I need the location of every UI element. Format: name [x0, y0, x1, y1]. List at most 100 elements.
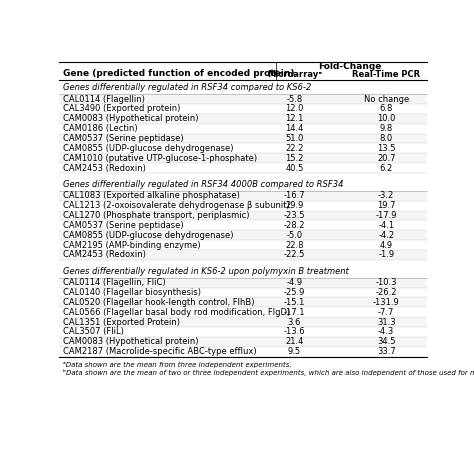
Text: 10.0: 10.0 — [377, 114, 395, 123]
Bar — [59, 307, 427, 317]
Text: -4.3: -4.3 — [378, 328, 394, 337]
Text: 9.8: 9.8 — [380, 124, 393, 133]
Text: 29.9: 29.9 — [285, 201, 303, 210]
Bar — [59, 240, 427, 250]
Text: ᵃData shown are the mean from three independent experiments.: ᵃData shown are the mean from three inde… — [63, 362, 292, 368]
Text: No change: No change — [364, 94, 409, 103]
Text: -3.2: -3.2 — [378, 191, 394, 200]
Bar — [59, 230, 427, 240]
Text: 22.8: 22.8 — [285, 240, 304, 249]
Bar — [59, 210, 427, 220]
Text: 14.4: 14.4 — [285, 124, 303, 133]
Text: CAM2453 (Redoxin): CAM2453 (Redoxin) — [63, 250, 146, 259]
Text: CAL1213 (2-oxoisovalerate dehydrogenase β subunit): CAL1213 (2-oxoisovalerate dehydrogenase … — [63, 201, 290, 210]
Text: Genes differentially regulated in RSF34 4000B compared to RSF34: Genes differentially regulated in RSF34 … — [63, 180, 344, 189]
Text: -7.7: -7.7 — [378, 308, 394, 317]
Bar — [59, 317, 427, 327]
Text: Fold-Change: Fold-Change — [318, 62, 381, 71]
Text: 51.0: 51.0 — [285, 134, 303, 143]
Bar — [59, 220, 427, 230]
Text: CAL3507 (FliL): CAL3507 (FliL) — [63, 328, 124, 337]
Text: -4.9: -4.9 — [286, 278, 302, 287]
Bar — [59, 191, 427, 201]
Text: -25.9: -25.9 — [283, 288, 305, 297]
Bar — [59, 124, 427, 134]
Bar — [59, 94, 427, 104]
Text: -26.2: -26.2 — [375, 288, 397, 297]
Text: -17.9: -17.9 — [375, 211, 397, 220]
Bar — [59, 153, 427, 163]
Text: ᵇData shown are the mean of two or three independent experiments, which are also: ᵇData shown are the mean of two or three… — [63, 369, 474, 376]
Text: CAM2195 (AMP-binding enzyme): CAM2195 (AMP-binding enzyme) — [63, 240, 201, 249]
Text: 40.5: 40.5 — [285, 164, 303, 173]
Text: CAM0186 (Lectin): CAM0186 (Lectin) — [63, 124, 137, 133]
Text: -1.9: -1.9 — [378, 250, 394, 259]
Bar — [59, 250, 427, 260]
Bar — [59, 337, 427, 346]
Text: CAL0114 (Flagellin, FliC): CAL0114 (Flagellin, FliC) — [63, 278, 165, 287]
Text: 6.8: 6.8 — [380, 104, 393, 113]
Text: -131.9: -131.9 — [373, 298, 400, 307]
Text: CAM0537 (Serine peptidase): CAM0537 (Serine peptidase) — [63, 134, 183, 143]
Text: CAM0537 (Serine peptidase): CAM0537 (Serine peptidase) — [63, 221, 183, 230]
Text: 31.3: 31.3 — [377, 318, 395, 327]
Text: -28.2: -28.2 — [283, 221, 305, 230]
Text: 20.7: 20.7 — [377, 154, 395, 163]
Text: CAL1270 (Phosphate transport, periplasmic): CAL1270 (Phosphate transport, periplasmi… — [63, 211, 249, 220]
Text: CAM2187 (Macrolide-specific ABC-type efflux): CAM2187 (Macrolide-specific ABC-type eff… — [63, 347, 256, 356]
Text: CAL1351 (Exported Protein): CAL1351 (Exported Protein) — [63, 318, 180, 327]
Text: -5.8: -5.8 — [286, 94, 302, 103]
Text: CAM0083 (Hypothetical protein): CAM0083 (Hypothetical protein) — [63, 114, 199, 123]
Text: 12.1: 12.1 — [285, 114, 303, 123]
Text: -22.5: -22.5 — [283, 250, 305, 259]
Text: 12.0: 12.0 — [285, 104, 303, 113]
Bar — [59, 288, 427, 297]
Text: -15.1: -15.1 — [283, 298, 305, 307]
Text: -4.2: -4.2 — [378, 231, 394, 240]
Text: -13.6: -13.6 — [283, 328, 305, 337]
Text: -17.1: -17.1 — [283, 308, 305, 317]
Bar — [59, 134, 427, 143]
Text: 6.2: 6.2 — [380, 164, 393, 173]
Text: CAM2453 (Redoxin): CAM2453 (Redoxin) — [63, 164, 146, 173]
Text: CAL0114 (Flagellin): CAL0114 (Flagellin) — [63, 94, 145, 103]
Text: CAM1010 (putative UTP-glucose-1-phosphate): CAM1010 (putative UTP-glucose-1-phosphat… — [63, 154, 257, 163]
Text: CAL0520 (Flagellar hook-length control, FlhB): CAL0520 (Flagellar hook-length control, … — [63, 298, 255, 307]
Bar — [59, 346, 427, 356]
Text: 34.5: 34.5 — [377, 337, 395, 346]
Text: Real-Time PCR: Real-Time PCR — [352, 71, 420, 80]
Text: 13.5: 13.5 — [377, 144, 395, 153]
Text: -5.0: -5.0 — [286, 231, 302, 240]
Bar — [59, 104, 427, 114]
Text: CAM0083 (Hypothetical protein): CAM0083 (Hypothetical protein) — [63, 337, 199, 346]
Text: -16.7: -16.7 — [283, 191, 305, 200]
Text: CAL3490 (Exported protein): CAL3490 (Exported protein) — [63, 104, 180, 113]
Bar — [59, 201, 427, 210]
Bar — [59, 278, 427, 288]
Text: 33.7: 33.7 — [377, 347, 396, 356]
Bar — [59, 143, 427, 153]
Text: 22.2: 22.2 — [285, 144, 303, 153]
Text: Microarrayᵃ: Microarrayᵃ — [267, 71, 322, 80]
Text: Gene (predicted function of encoded protein): Gene (predicted function of encoded prot… — [63, 69, 294, 78]
Text: CAL1083 (Exported alkaline phosphatase): CAL1083 (Exported alkaline phosphatase) — [63, 191, 240, 200]
Text: Genes differentially regulated in RSF34 compared to KS6-2: Genes differentially regulated in RSF34 … — [63, 83, 311, 92]
Bar — [59, 297, 427, 307]
Text: 9.5: 9.5 — [288, 347, 301, 356]
Bar — [59, 114, 427, 124]
Text: 8.0: 8.0 — [380, 134, 393, 143]
Text: CAM0855 (UDP-glucose dehydrogenase): CAM0855 (UDP-glucose dehydrogenase) — [63, 144, 233, 153]
Text: 4.9: 4.9 — [380, 240, 393, 249]
Text: -4.1: -4.1 — [378, 221, 394, 230]
Text: CAL0140 (Flagellar biosynthesis): CAL0140 (Flagellar biosynthesis) — [63, 288, 201, 297]
Text: 21.4: 21.4 — [285, 337, 303, 346]
Text: Genes differentially regulated in KS6-2 upon polymyxin B treatment: Genes differentially regulated in KS6-2 … — [63, 266, 349, 275]
Text: 3.6: 3.6 — [288, 318, 301, 327]
Text: -23.5: -23.5 — [283, 211, 305, 220]
Bar — [59, 327, 427, 337]
Text: 15.2: 15.2 — [285, 154, 303, 163]
Text: CAM0855 (UDP-glucose dehydrogenase): CAM0855 (UDP-glucose dehydrogenase) — [63, 231, 233, 240]
Bar — [59, 163, 427, 173]
Text: -10.3: -10.3 — [375, 278, 397, 287]
Text: 19.7: 19.7 — [377, 201, 395, 210]
